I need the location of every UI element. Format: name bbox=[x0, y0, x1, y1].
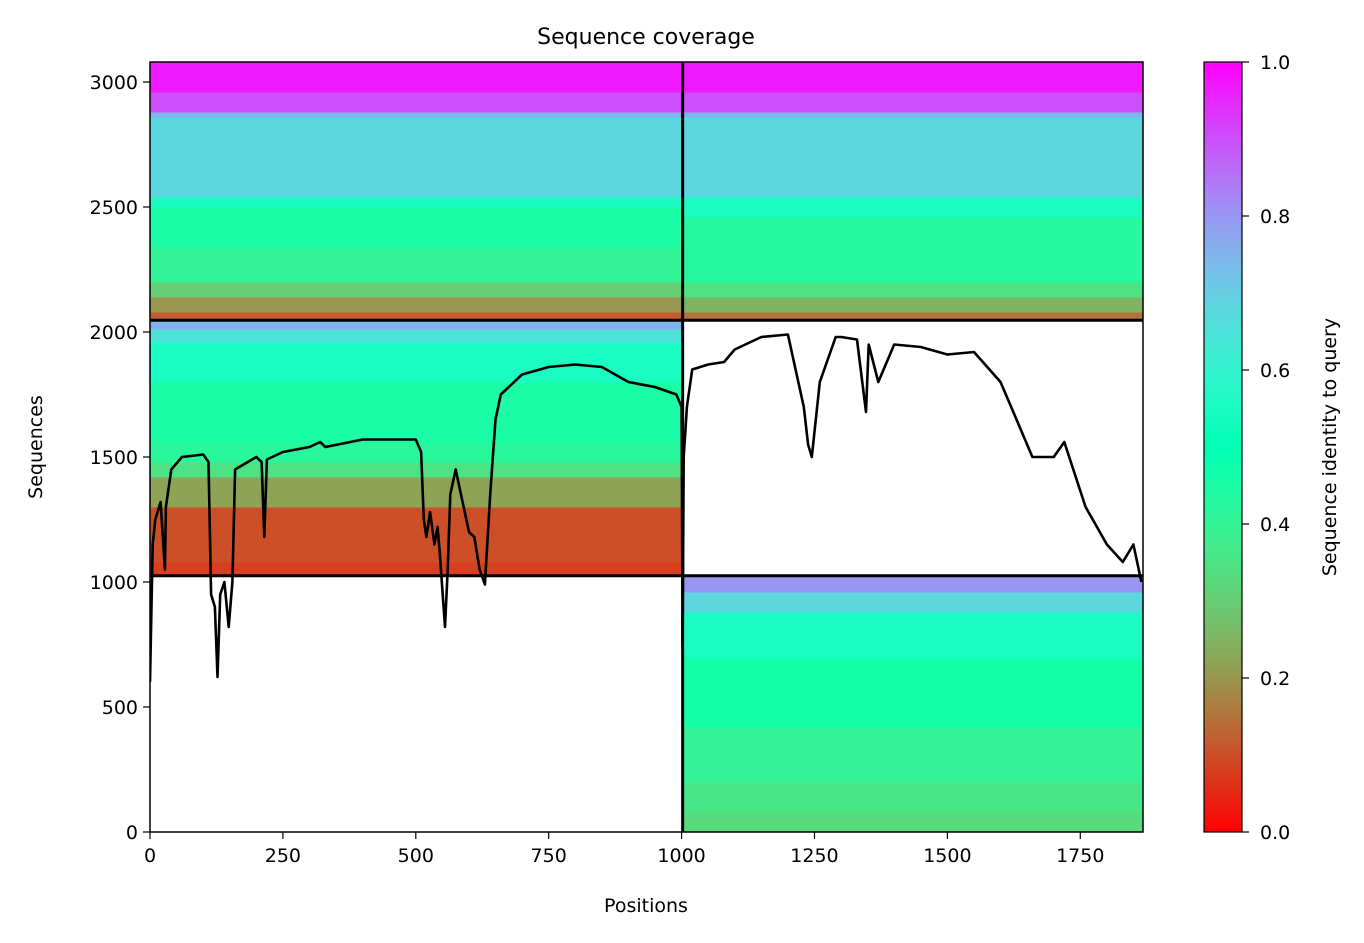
coverage-line-layer bbox=[150, 333, 1143, 683]
heatmap-band bbox=[682, 657, 1143, 728]
y-tick-label: 0 bbox=[126, 822, 138, 844]
y-tick-label: 500 bbox=[102, 697, 138, 719]
colorbar-ticks: 0.0 0.2 0.4 0.6 0.8 1.0 bbox=[1242, 52, 1290, 844]
colorbar-tick-label: 0.0 bbox=[1260, 822, 1290, 844]
heatmap-band bbox=[150, 197, 683, 208]
heatmap-band bbox=[682, 312, 1143, 321]
heatmap-band bbox=[150, 507, 683, 563]
heatmap-band bbox=[150, 462, 683, 478]
heatmap-band bbox=[682, 282, 1143, 298]
colorbar-gradient bbox=[1203, 61, 1243, 833]
heatmap-band bbox=[682, 217, 1143, 283]
heatmap-band bbox=[150, 382, 683, 443]
heatmap-band bbox=[150, 329, 683, 343]
heatmap-band bbox=[150, 247, 683, 283]
colorbar-label: Sequence identity to query bbox=[1319, 318, 1341, 576]
heatmap-band bbox=[682, 297, 1143, 313]
coverage-line bbox=[150, 333, 1143, 683]
heatmap-band bbox=[682, 92, 1143, 113]
y-tick-label: 2000 bbox=[90, 322, 138, 344]
chart-title: Sequence coverage bbox=[537, 25, 755, 50]
x-tick-label: 750 bbox=[531, 845, 567, 867]
x-tick-label: 250 bbox=[265, 845, 301, 867]
heatmap-band bbox=[150, 117, 683, 198]
y-tick-label: 1000 bbox=[90, 572, 138, 594]
colorbar-tick-label: 0.6 bbox=[1260, 360, 1290, 382]
heatmap-band bbox=[150, 62, 683, 93]
x-axis-ticks: 0 250 500 750 1000 1250 1500 1750 bbox=[144, 832, 1104, 867]
heatmap-band bbox=[682, 612, 1143, 658]
x-tick-label: 1750 bbox=[1056, 845, 1104, 867]
colorbar-tick-label: 0.8 bbox=[1260, 206, 1290, 228]
colorbar-tick-label: 0.4 bbox=[1260, 514, 1290, 536]
y-tick-label: 3000 bbox=[90, 72, 138, 94]
x-tick-label: 1250 bbox=[790, 845, 838, 867]
heatmap-band bbox=[682, 812, 1143, 832]
x-tick-label: 0 bbox=[144, 845, 156, 867]
x-tick-label: 1000 bbox=[657, 845, 705, 867]
y-axis-label: Sequences bbox=[25, 395, 47, 499]
heatmap-band bbox=[150, 207, 683, 248]
heatmap-layer bbox=[150, 62, 1143, 832]
colorbar-tick-label: 1.0 bbox=[1260, 52, 1290, 74]
heatmap-band bbox=[150, 312, 683, 321]
heatmap-band bbox=[150, 442, 683, 463]
heatmap-band bbox=[682, 197, 1143, 218]
heatmap-band bbox=[150, 320, 683, 330]
y-axis-ticks: 0 500 1000 1500 2000 2500 3000 bbox=[90, 72, 150, 844]
heatmap-band bbox=[682, 782, 1143, 813]
x-tick-label: 500 bbox=[398, 845, 434, 867]
heatmap-band bbox=[150, 282, 683, 298]
x-axis-label: Positions bbox=[604, 895, 688, 917]
heatmap-band bbox=[682, 575, 1143, 593]
heatmap-band bbox=[682, 727, 1143, 783]
heatmap-band bbox=[682, 117, 1143, 198]
heatmap-band bbox=[150, 562, 683, 577]
heatmap-band bbox=[150, 297, 683, 313]
heatmap-band bbox=[682, 62, 1143, 93]
heatmap-band bbox=[682, 112, 1143, 118]
x-tick-label: 1500 bbox=[923, 845, 971, 867]
heatmap-band bbox=[150, 477, 683, 508]
heatmap-band bbox=[150, 342, 683, 383]
heatmap-band bbox=[150, 112, 683, 118]
colorbar-tick-label: 0.2 bbox=[1260, 668, 1290, 690]
heatmap-band bbox=[682, 592, 1143, 613]
y-tick-label: 1500 bbox=[90, 447, 138, 469]
plot-frame bbox=[149, 61, 1144, 833]
y-tick-label: 2500 bbox=[90, 197, 138, 219]
heatmap-band bbox=[150, 92, 683, 113]
